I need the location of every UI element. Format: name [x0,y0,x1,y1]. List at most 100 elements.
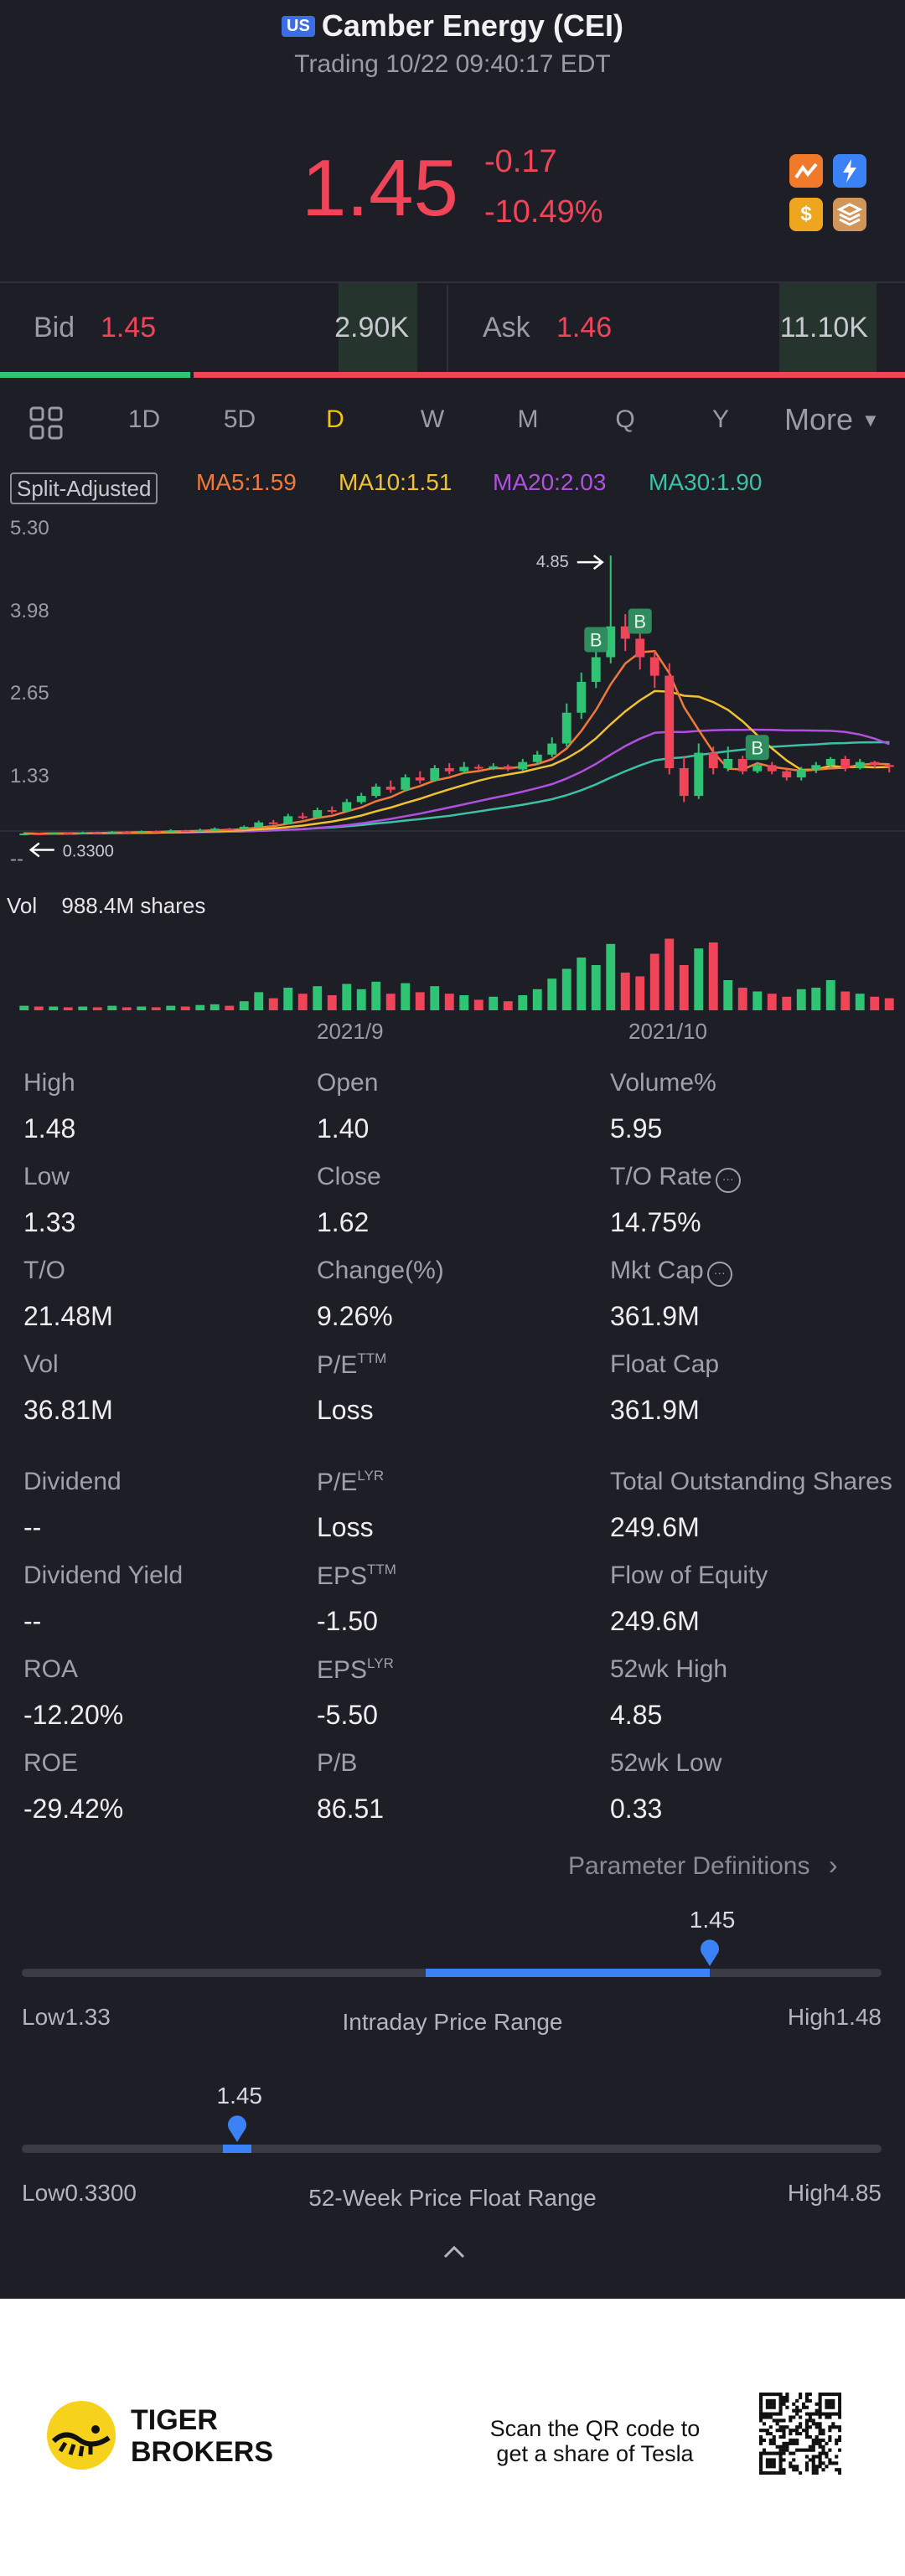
candle-body [92,832,102,834]
stat-label-text: Volume% [610,1069,716,1097]
volume-bar [473,999,484,1010]
ask-size: 11.10K [779,312,868,343]
qr-module [792,2402,796,2406]
stat-label: Mkt Cap ··· [610,1257,732,1287]
candle [342,798,352,813]
ask-price: 1.46 [556,312,613,343]
qr-module [838,2471,841,2475]
stack-icon[interactable] [833,198,866,231]
qr-module [772,2458,776,2462]
candle [268,819,278,825]
candle [840,756,851,772]
qr-module [814,2434,819,2439]
collapse-chevron-up-icon[interactable] [442,2243,466,2264]
buy-marker-label: B [751,737,763,758]
candle [137,830,147,834]
candle-body [649,657,659,676]
qr-module [831,2412,835,2416]
qr-module [828,2438,832,2442]
qr-module [795,2441,799,2445]
qr-module [789,2461,793,2465]
candle-body [78,832,88,834]
tab-w[interactable]: W [420,405,445,433]
qr-module [818,2461,822,2465]
volume-bar [356,989,366,1010]
qr-module [759,2405,763,2409]
promo-footer: TIGER BROKERS Scan the QR code to get a … [0,2299,905,2576]
candle-body [107,831,117,834]
tab-1d[interactable]: 1D [127,405,161,433]
tab-q[interactable]: Q [615,405,635,433]
qr-module [838,2429,841,2433]
qr-module [759,2468,763,2472]
qr-module [772,2465,776,2469]
qr-module [828,2429,832,2433]
volume-bar [518,995,528,1010]
qr-module [804,2455,809,2459]
qr-module [775,2419,779,2423]
bid-label: Bid [34,312,75,343]
qr-module [825,2451,829,2455]
bid-ask-ratio-bar [0,372,905,378]
candle-body [620,626,630,639]
dollar-icon[interactable]: $ [789,198,823,231]
qr-module [792,2465,796,2469]
candle [547,737,557,757]
qr-module [759,2429,763,2433]
qr-module [818,2429,822,2433]
parameter-definitions-link[interactable]: Parameter Definitions › [568,1850,837,1881]
stat-label-text: ROA [23,1655,79,1683]
qr-code[interactable] [759,2393,841,2475]
caret-down-icon: ▼ [861,410,880,431]
qr-module [778,2405,783,2409]
info-more-icon[interactable]: ··· [706,1262,732,1287]
qr-module [825,2465,829,2469]
lightning-icon[interactable] [833,154,866,188]
volume-bar [254,992,264,1010]
qr-module [825,2402,829,2406]
qr-module [801,2402,806,2406]
info-more-icon[interactable]: ··· [715,1168,741,1193]
qr-module [759,2415,763,2419]
trading-status: Trading 10/22 09:40:17 EDT [294,50,611,78]
qr-module [792,2429,796,2433]
qr-module [759,2458,763,2462]
tab-5d[interactable]: 5D [223,405,256,433]
tab-m[interactable]: M [517,405,539,433]
qr-module [782,2419,786,2423]
qr-module [782,2451,786,2455]
qr-module [811,2448,815,2452]
stock-name: Camber Energy (CEI) [321,8,623,43]
qr-module [782,2402,786,2406]
candle-body [195,829,205,832]
volume-bar [342,983,352,1010]
ask-ratio [193,372,905,378]
qr-module [795,2429,799,2433]
tab-y[interactable]: Y [711,405,729,433]
stat-label-superscript: LYR [367,1655,394,1671]
tab-d[interactable]: D [326,405,344,433]
qr-module [772,2434,776,2439]
max-price-label: 4.85 [536,553,569,571]
qr-module [795,2408,799,2413]
qr-module [772,2451,776,2455]
candlestick-chart[interactable]: B B B 4.85 0.3300 [0,511,905,880]
bid-ratio [0,372,190,378]
candle-body [34,833,44,835]
volume-bar [49,1006,59,1010]
candle [239,825,249,830]
qr-module [811,2438,815,2442]
split-adjusted-toggle[interactable]: Split-Adjusted [10,472,158,504]
qr-module [814,2425,819,2429]
candle-body [723,758,733,768]
candle [327,806,337,814]
qr-module [775,2422,779,2426]
layout-grid-icon[interactable] [28,405,64,445]
qr-module [804,2425,809,2429]
candle [825,756,835,768]
chart-badge-icon[interactable] [789,154,823,188]
tab-more[interactable]: More ▼ [784,402,880,437]
qr-module [838,2448,841,2452]
volume-bar [327,995,337,1010]
qr-module [792,2438,796,2442]
